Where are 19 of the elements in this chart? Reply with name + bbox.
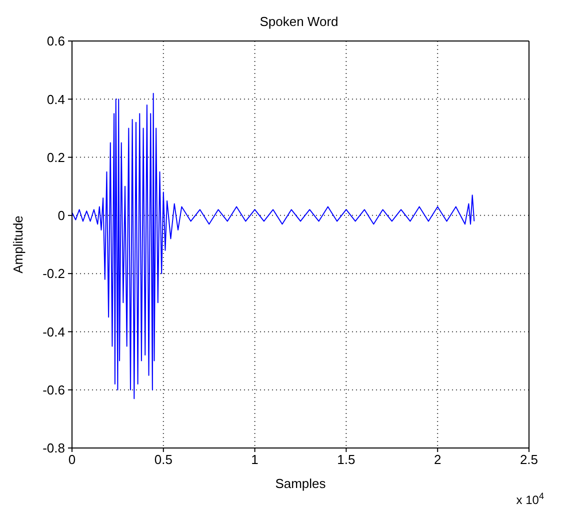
- x-tick-label: 0.5: [154, 452, 172, 468]
- y-tick-label: -0.4: [42, 324, 65, 340]
- y-tick-label: -0.6: [42, 382, 65, 398]
- y-axis-title: Amplitude: [10, 216, 26, 274]
- line-series: [72, 92, 475, 400]
- y-tick-label: -0.8: [42, 440, 65, 456]
- y-tick-label: 0.6: [46, 34, 65, 49]
- y-tick-label: -0.2: [42, 266, 65, 282]
- x-tick-label: 1: [251, 452, 258, 468]
- x-tick-label: 1.5: [337, 452, 356, 468]
- x-axis-title: Samples: [275, 476, 326, 491]
- x-tick-label: 2.5: [520, 452, 538, 468]
- x-tick-label: 0: [68, 452, 76, 468]
- x-tick-label: 2: [434, 452, 442, 468]
- y-tick-label: 0.2: [46, 150, 65, 165]
- y-tick-label: 0.4: [46, 92, 65, 107]
- text: x 10$^{4}$: [516, 491, 544, 507]
- y-tick-label: 0: [58, 208, 65, 224]
- chart-title: Spoken Word: [258, 14, 340, 29]
